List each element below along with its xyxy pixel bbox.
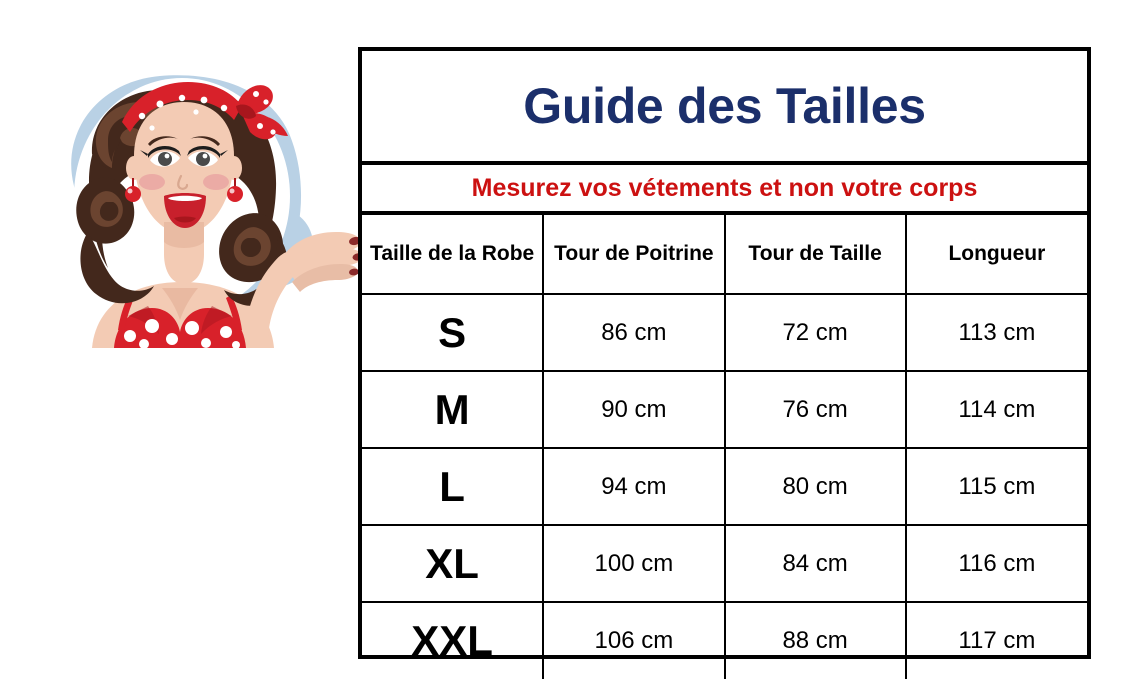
- table-row: XXL 106 cm 88 cm 117 cm: [362, 601, 1087, 679]
- size-guide-table: Guide des Tailles Mesurez vos vétements …: [358, 47, 1091, 679]
- waist-value: 72 cm: [723, 293, 907, 372]
- size-label: XL: [362, 524, 545, 603]
- bust-value: 100 cm: [542, 524, 726, 603]
- title-row: Guide des Tailles: [362, 51, 1087, 165]
- length-value: 115 cm: [904, 447, 1087, 526]
- bust-value: 86 cm: [542, 293, 726, 372]
- blush: [139, 174, 229, 190]
- length-value: 114 cm: [904, 370, 1087, 449]
- table-row: L 94 cm 80 cm 115 cm: [362, 447, 1087, 526]
- column-header-length: Longueur: [904, 212, 1087, 295]
- earrings: [125, 156, 243, 202]
- subtitle-row: Mesurez vos vétements et non votre corps: [362, 162, 1087, 215]
- nose: [177, 174, 189, 190]
- bust-value: 90 cm: [542, 370, 726, 449]
- eyes: [140, 145, 228, 167]
- size-label: L: [362, 447, 545, 526]
- size-label: M: [362, 370, 545, 449]
- page-title: Guide des Tailles: [523, 78, 926, 134]
- size-label: XXL: [362, 601, 545, 679]
- column-header-bust: Tour de Poitrine: [542, 212, 726, 295]
- waist-value: 80 cm: [723, 447, 907, 526]
- presenting-hand: [244, 232, 360, 336]
- table-row: S 86 cm 72 cm 113 cm: [362, 293, 1087, 372]
- pinup-woman-illustration: [30, 36, 360, 372]
- length-value: 117 cm: [904, 601, 1087, 679]
- title-cell: Guide des Tailles: [362, 51, 1087, 165]
- polka-dot-headband: [122, 82, 288, 140]
- bust-value: 106 cm: [542, 601, 726, 679]
- length-value: 113 cm: [904, 293, 1087, 372]
- mouth: [164, 193, 206, 228]
- subtitle-cell: Mesurez vos vétements et non votre corps: [362, 162, 1087, 215]
- page-subtitle: Mesurez vos vétements et non votre corps: [471, 173, 978, 202]
- face: [134, 102, 234, 284]
- length-value: 116 cm: [904, 524, 1087, 603]
- waist-value: 76 cm: [723, 370, 907, 449]
- column-header-waist: Tour de Taille: [723, 212, 907, 295]
- waist-value: 88 cm: [723, 601, 907, 679]
- polka-dot-top: [114, 295, 246, 349]
- eyebrows: [148, 136, 220, 146]
- table-row: XL 100 cm 84 cm 116 cm: [362, 524, 1087, 603]
- waist-value: 84 cm: [723, 524, 907, 603]
- bust-value: 94 cm: [542, 447, 726, 526]
- header-row: Taille de la Robe Tour de Poitrine Tour …: [362, 212, 1087, 295]
- table-row: M 90 cm 76 cm 114 cm: [362, 370, 1087, 449]
- column-header-size: Taille de la Robe: [362, 212, 545, 295]
- size-label: S: [362, 293, 545, 372]
